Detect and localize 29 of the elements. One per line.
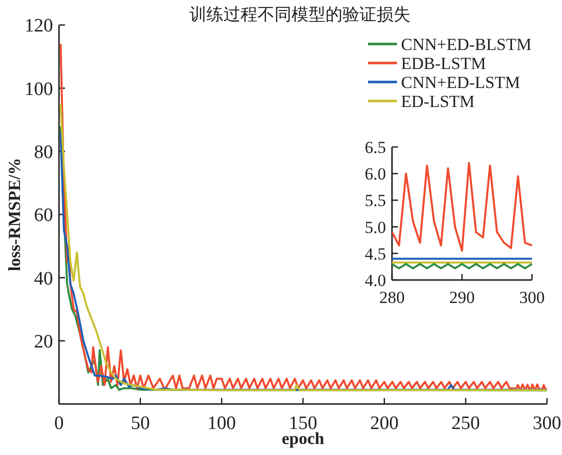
legend-label: EDB-LSTM (401, 54, 486, 73)
x-tick-label: 300 (519, 288, 545, 307)
y-tick-label: 5.5 (364, 191, 386, 210)
y-axis-title: loss-RMSPE/% (5, 158, 24, 272)
y-tick-label: 5.0 (364, 218, 386, 237)
y-tick-label: 80 (34, 142, 53, 163)
y-tick-label: 6.0 (364, 164, 386, 184)
y-tick-label: 40 (34, 268, 53, 290)
y-tick-label: 120 (24, 16, 53, 37)
y-tick-label: 100 (24, 78, 53, 100)
y-tick-label: 60 (34, 205, 53, 226)
x-tick-label: 100 (207, 413, 236, 434)
y-tick-label: 6.5 (364, 138, 386, 157)
x-tick-label: 0 (54, 413, 64, 434)
x-tick-label: 300 (532, 413, 562, 434)
y-tick-label: 4.0 (364, 270, 386, 290)
x-tick-label: 250 (451, 413, 480, 434)
chart-title: 训练过程不同模型的验证损失 (190, 5, 410, 24)
x-tick-label: 200 (370, 413, 399, 434)
x-tick-label: 280 (379, 288, 405, 307)
line-series (392, 162, 533, 252)
x-tick-label: 50 (130, 413, 150, 434)
y-tick-label: 4.5 (364, 244, 386, 264)
x-tick-label: 290 (449, 288, 475, 307)
legend-label: ED-LSTM (401, 92, 475, 111)
x-axis-title: epoch (282, 429, 325, 448)
y-tick-label: 20 (34, 331, 53, 352)
legend-label: CNN+ED-LSTM (401, 73, 520, 92)
legend-label: CNN+ED-BLSTM (401, 35, 532, 54)
